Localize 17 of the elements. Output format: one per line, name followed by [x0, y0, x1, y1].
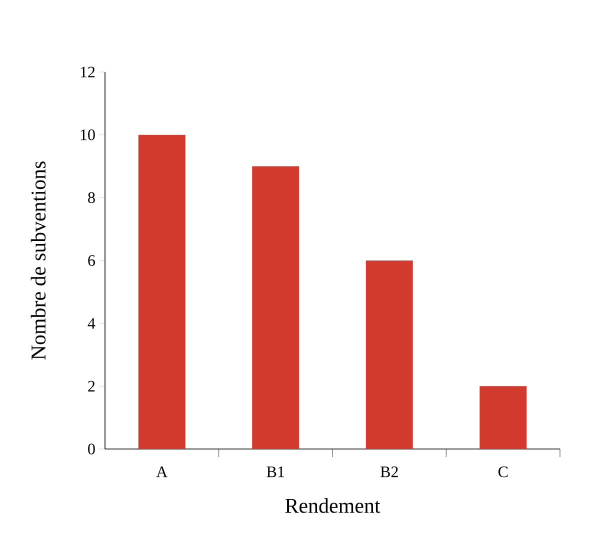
y-tick-label: 10 [80, 129, 95, 140]
bar [366, 260, 413, 449]
x-tick-label: C [498, 466, 508, 478]
bar [480, 386, 527, 449]
y-tick-label: 4 [88, 318, 96, 329]
bar [252, 166, 300, 449]
y-tick-label: 6 [88, 255, 95, 266]
y-tick-label: 0 [88, 444, 95, 454]
y-axis-title: Nombre de subventions [30, 162, 46, 360]
y-tick-label: 8 [88, 192, 95, 204]
bar [138, 134, 186, 449]
x-tick-label: B2 [380, 466, 398, 478]
y-tick-label: 12 [80, 66, 95, 78]
x-axis-title: Rendement [285, 498, 380, 513]
y-tick-label: 2 [88, 380, 95, 392]
x-tick-label: A [156, 466, 168, 478]
x-tick-label: B1 [266, 466, 284, 478]
